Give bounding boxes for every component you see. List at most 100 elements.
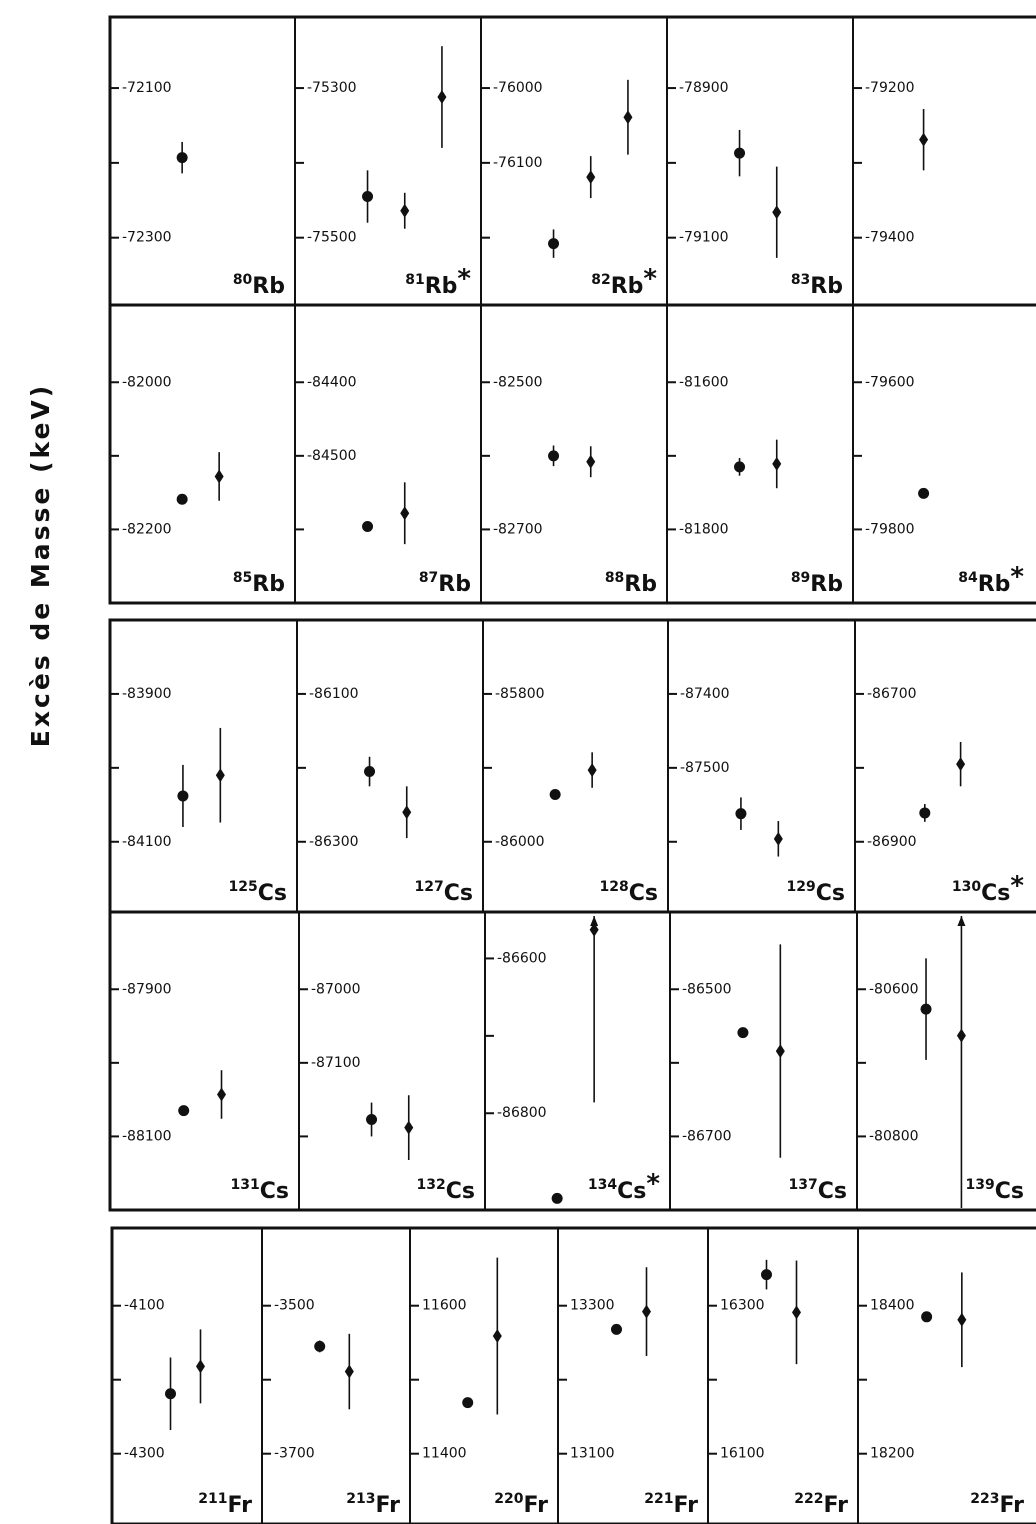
panel: 18400 18200 223Fr — [858, 1272, 1024, 1518]
panel: 11600 11400 220Fr — [410, 1257, 548, 1518]
y-tick-label: -82200 — [122, 521, 172, 537]
nuclide-label: 223Fr — [970, 1491, 1024, 1518]
panel: -86100 -86300 127Cs — [297, 686, 473, 906]
y-tick-label: 13100 — [570, 1446, 615, 1462]
y-tick-label: 11400 — [422, 1446, 467, 1462]
data-point — [177, 790, 189, 802]
element: Fr — [824, 1493, 849, 1518]
y-tick-label: -80800 — [869, 1128, 919, 1144]
data-point — [548, 450, 560, 462]
element: Rb — [810, 572, 843, 597]
y-tick-label: -75300 — [307, 80, 357, 96]
mass-number: 223 — [970, 1491, 999, 1507]
data-point — [735, 808, 747, 820]
element: Cs — [816, 881, 845, 906]
y-tick-label: -82700 — [493, 521, 543, 537]
mass-number: 134 — [588, 1177, 617, 1193]
nuclide-label: 89Rb — [791, 570, 843, 597]
row-frame — [108, 15, 1036, 307]
nuclide-label: 130Cs* — [952, 871, 1024, 906]
mass-number: 139 — [966, 1177, 995, 1193]
y-tick-label: -84400 — [307, 374, 357, 390]
data-point — [586, 454, 596, 469]
data-point — [362, 520, 374, 532]
panel: -3500 -3700 213Fr — [262, 1298, 400, 1518]
panel: -78900 -79100 83Rb — [667, 80, 843, 299]
y-tick-label: -83900 — [122, 686, 172, 702]
mass-number: 87 — [419, 570, 438, 586]
mass-number: 137 — [789, 1177, 818, 1193]
data-point — [623, 110, 633, 125]
panel: -82000 -82200 85Rb — [110, 374, 285, 597]
nuclide-label: 131Cs — [231, 1177, 289, 1204]
nuclide-label: 128Cs — [600, 879, 658, 906]
y-tick-label: -86500 — [682, 981, 732, 997]
element: Cs — [446, 1179, 475, 1204]
data-point — [918, 487, 930, 499]
element: Cs — [629, 881, 658, 906]
mass-number: 132 — [417, 1177, 446, 1193]
y-tick-label: -86800 — [497, 1105, 547, 1121]
mass-number: 222 — [794, 1491, 823, 1507]
data-point — [362, 191, 374, 203]
note: * — [643, 264, 657, 294]
mass-number: 80 — [233, 272, 253, 288]
element: Cs — [818, 1179, 847, 1204]
y-tick-label: 18400 — [870, 1298, 915, 1314]
element: Rb — [438, 572, 471, 597]
y-tick-label: -88100 — [122, 1128, 172, 1144]
mass-number: 89 — [791, 570, 810, 586]
data-point — [314, 1340, 326, 1352]
y-tick-label: -82500 — [493, 374, 543, 390]
data-point — [217, 1087, 227, 1102]
data-point — [920, 1003, 932, 1015]
nuclide-label: 220Fr — [494, 1491, 548, 1518]
nuclide-label: 81Rb* — [405, 264, 471, 299]
data-point — [957, 1312, 967, 1327]
nuclide-label: 132Cs — [417, 1177, 475, 1204]
y-tick-label: -79200 — [865, 80, 915, 96]
row-frame — [108, 303, 1036, 605]
y-tick-label: -72300 — [122, 230, 172, 246]
y-tick-label: 11600 — [422, 1298, 467, 1314]
y-tick-label: -87900 — [122, 981, 172, 997]
y-tick-label: 13300 — [570, 1298, 615, 1314]
element: Rb — [624, 572, 657, 597]
data-point — [548, 238, 560, 250]
data-point — [772, 456, 782, 471]
mass-number: 85 — [233, 570, 252, 586]
data-point — [549, 788, 561, 800]
nuclide-label: 82Rb* — [591, 264, 657, 299]
panel: -76000 -76100 82Rb* — [481, 79, 657, 299]
panel: -87000 -87100 132Cs — [299, 981, 475, 1204]
data-point — [176, 152, 188, 164]
panel: -81600 -81800 89Rb — [667, 374, 843, 597]
note: * — [457, 264, 471, 294]
data-point — [492, 1329, 502, 1344]
panel: 16300 16100 222Fr — [708, 1259, 849, 1518]
y-tick-label: -86700 — [682, 1128, 732, 1144]
data-point — [404, 1120, 414, 1135]
y-tick-label: -79400 — [865, 230, 915, 246]
element: Fr — [376, 1493, 401, 1518]
nuclide-label: 127Cs — [415, 879, 473, 906]
data-point — [792, 1305, 801, 1320]
y-tick-label: 16100 — [720, 1446, 765, 1462]
row-frame — [108, 618, 1036, 914]
error-arrow — [957, 916, 966, 926]
y-tick-label: -86300 — [309, 834, 359, 850]
element: Rb — [252, 572, 285, 597]
data-point — [196, 1359, 205, 1374]
data-point — [178, 1105, 190, 1117]
y-tick-label: 16300 — [720, 1298, 765, 1314]
element: Cs — [981, 881, 1010, 906]
y-tick-label: -3500 — [274, 1298, 315, 1314]
y-tick-label: -79100 — [679, 230, 729, 246]
y-tick-label: -86600 — [497, 950, 547, 966]
panel: -87400 -87500 129Cs — [668, 686, 845, 906]
nuclide-label: 137Cs — [789, 1177, 847, 1204]
mass-number: 127 — [415, 879, 444, 895]
y-tick-label: -80600 — [869, 981, 919, 997]
mass-number: 82 — [591, 272, 610, 288]
